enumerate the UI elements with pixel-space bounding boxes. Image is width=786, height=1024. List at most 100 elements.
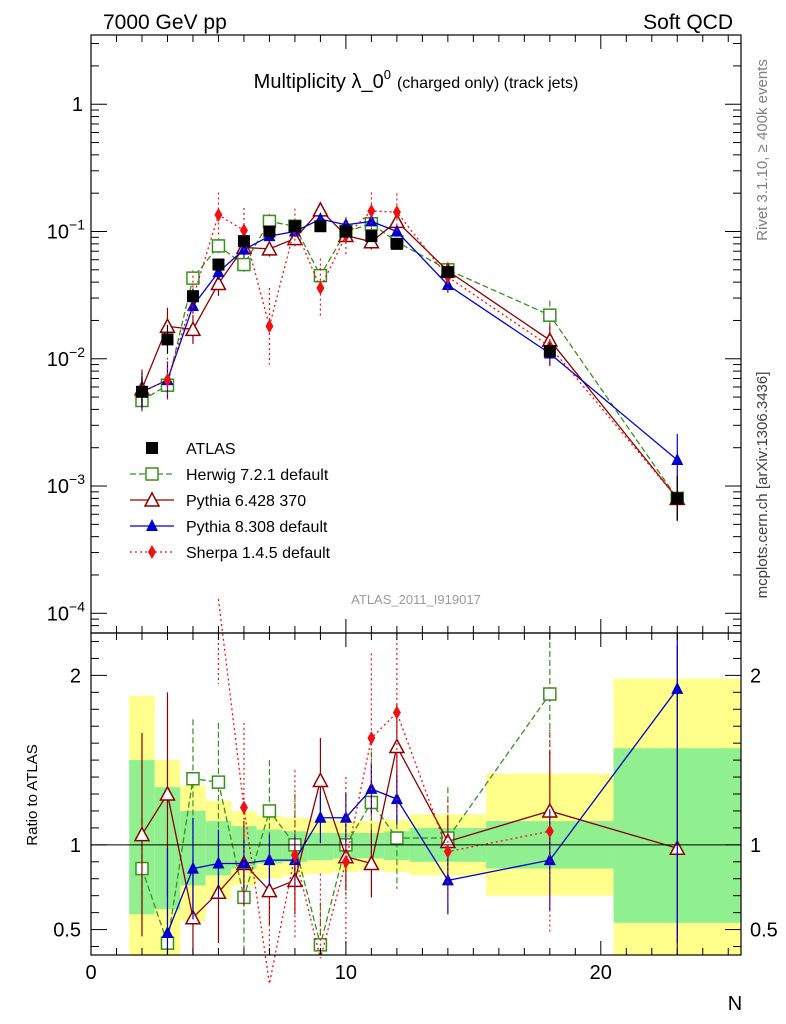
ratio-point xyxy=(186,771,200,786)
ratio-point xyxy=(441,873,454,886)
analysis-id: ATLAS_2011_I919017 xyxy=(351,592,481,607)
ratio-point xyxy=(363,854,380,871)
x-tick-label: 0 xyxy=(85,962,96,984)
data-point xyxy=(184,320,202,337)
legend-marker xyxy=(145,467,159,481)
category-label: Soft QCD xyxy=(643,11,733,34)
ratio-point xyxy=(263,853,276,866)
ratio-line xyxy=(217,599,550,984)
y-tick-label-main: 10−2 xyxy=(47,344,85,371)
ratio-point xyxy=(262,804,277,818)
data-point xyxy=(261,240,278,256)
chart-title-suffix: (charged only) (track jets) xyxy=(397,75,578,92)
legend-item: ATLAS xyxy=(146,441,236,458)
series-line xyxy=(141,218,678,461)
y-tick-label-ratio: 0.5 xyxy=(53,920,81,942)
ratio-point xyxy=(443,844,452,859)
ratio-point xyxy=(237,856,250,869)
source-label: mcplots.cern.ch [arXiv:1306.3436] xyxy=(754,372,771,599)
data-point xyxy=(237,257,251,272)
y-axis-label-ratio: Ratio to ATLAS xyxy=(24,744,41,845)
y-tick-label-main: 10−3 xyxy=(47,471,85,498)
chart-title-sup: 0 xyxy=(384,67,391,82)
ratio-point xyxy=(367,731,376,746)
legend-marker xyxy=(143,491,161,507)
ratio-point xyxy=(339,810,352,823)
data-point xyxy=(186,271,200,285)
rivet-label: Rivet 3.1.10, ≥ 400k events xyxy=(754,59,771,241)
legend-marker xyxy=(146,442,158,454)
y-tick-label-ratio: 1 xyxy=(70,835,81,857)
ratio-point xyxy=(159,785,176,801)
series-atlas xyxy=(135,220,684,521)
data-point xyxy=(365,214,378,227)
energy-label: 7000 GeV pp xyxy=(103,11,227,34)
y-tick-label-ratio-right: 2 xyxy=(750,665,761,687)
y-tick-label-exp: −1 xyxy=(69,217,85,233)
ratio-point xyxy=(543,853,556,866)
data-point xyxy=(163,373,172,388)
ratio-point xyxy=(341,854,350,869)
y-tick-label-base: 10 xyxy=(47,603,69,625)
data-point xyxy=(237,235,250,248)
ratio-line xyxy=(141,744,678,920)
x-tick-label: 20 xyxy=(590,962,612,984)
series-line xyxy=(141,208,678,499)
data-point xyxy=(239,223,248,238)
y-tick-label-exp: −3 xyxy=(69,471,85,487)
legend-marker xyxy=(146,519,158,531)
y-tick-label-base: 10 xyxy=(47,222,69,244)
ratio-point xyxy=(543,687,557,701)
ratio-series-sherpa-1-4-5-default xyxy=(217,599,554,984)
legend-label: Pythia 6.428 370 xyxy=(186,493,306,510)
data-point xyxy=(186,290,199,303)
data-point xyxy=(339,225,352,238)
y-tick-label-ratio-right: 0.5 xyxy=(750,920,778,942)
series-line xyxy=(141,210,678,499)
x-axis-label: N xyxy=(728,993,742,1015)
ratio-point xyxy=(314,810,327,823)
data-point xyxy=(441,266,454,279)
data-point xyxy=(365,230,378,243)
ratio-point xyxy=(212,856,225,869)
data-point xyxy=(671,492,684,505)
legend-item: Sherpa 1.4.5 default xyxy=(130,545,331,562)
ratio-point xyxy=(390,831,404,845)
data-point xyxy=(367,203,376,218)
data-point xyxy=(265,319,274,334)
legend-marker xyxy=(148,545,156,559)
ratio-point xyxy=(545,824,554,839)
y-tick-label-ratio: 2 xyxy=(70,665,81,687)
data-point xyxy=(543,308,557,322)
x-tick-label: 10 xyxy=(335,962,357,984)
y-tick-label-main: 1 xyxy=(72,94,83,116)
data-point xyxy=(214,207,223,222)
y-tick-label-main: 10−1 xyxy=(47,217,85,244)
chart-title: Multiplicity λ_00 (charged only) (track j… xyxy=(254,67,579,93)
data-point xyxy=(316,280,325,295)
y-tick-label-exp: −4 xyxy=(69,598,85,614)
ratio-point xyxy=(388,737,406,754)
ratio-point xyxy=(211,775,226,789)
legend: ATLAS Herwig 7.2.1 default Pythia 6.428 37… xyxy=(130,441,331,562)
ratio-point xyxy=(671,681,684,694)
data-point xyxy=(263,225,276,238)
y-tick-label-base: 10 xyxy=(47,349,69,371)
ratio-point xyxy=(312,771,329,788)
ratio-point xyxy=(186,861,199,874)
y-tick-label-exp: −2 xyxy=(69,344,85,360)
y-tick-label-ratio-right: 1 xyxy=(750,835,761,857)
data-point xyxy=(211,239,226,253)
data-point xyxy=(135,385,148,398)
data-point xyxy=(671,453,684,466)
legend-item: Pythia 6.428 370 xyxy=(130,491,306,510)
data-point xyxy=(212,258,225,271)
ratio-point xyxy=(161,925,174,938)
legend-item: Pythia 8.308 default xyxy=(130,519,328,536)
y-tick-label-main: 10−4 xyxy=(47,598,85,625)
data-point xyxy=(314,220,327,233)
legend-label: Pythia 8.308 default xyxy=(186,519,328,536)
data-point xyxy=(212,265,225,278)
